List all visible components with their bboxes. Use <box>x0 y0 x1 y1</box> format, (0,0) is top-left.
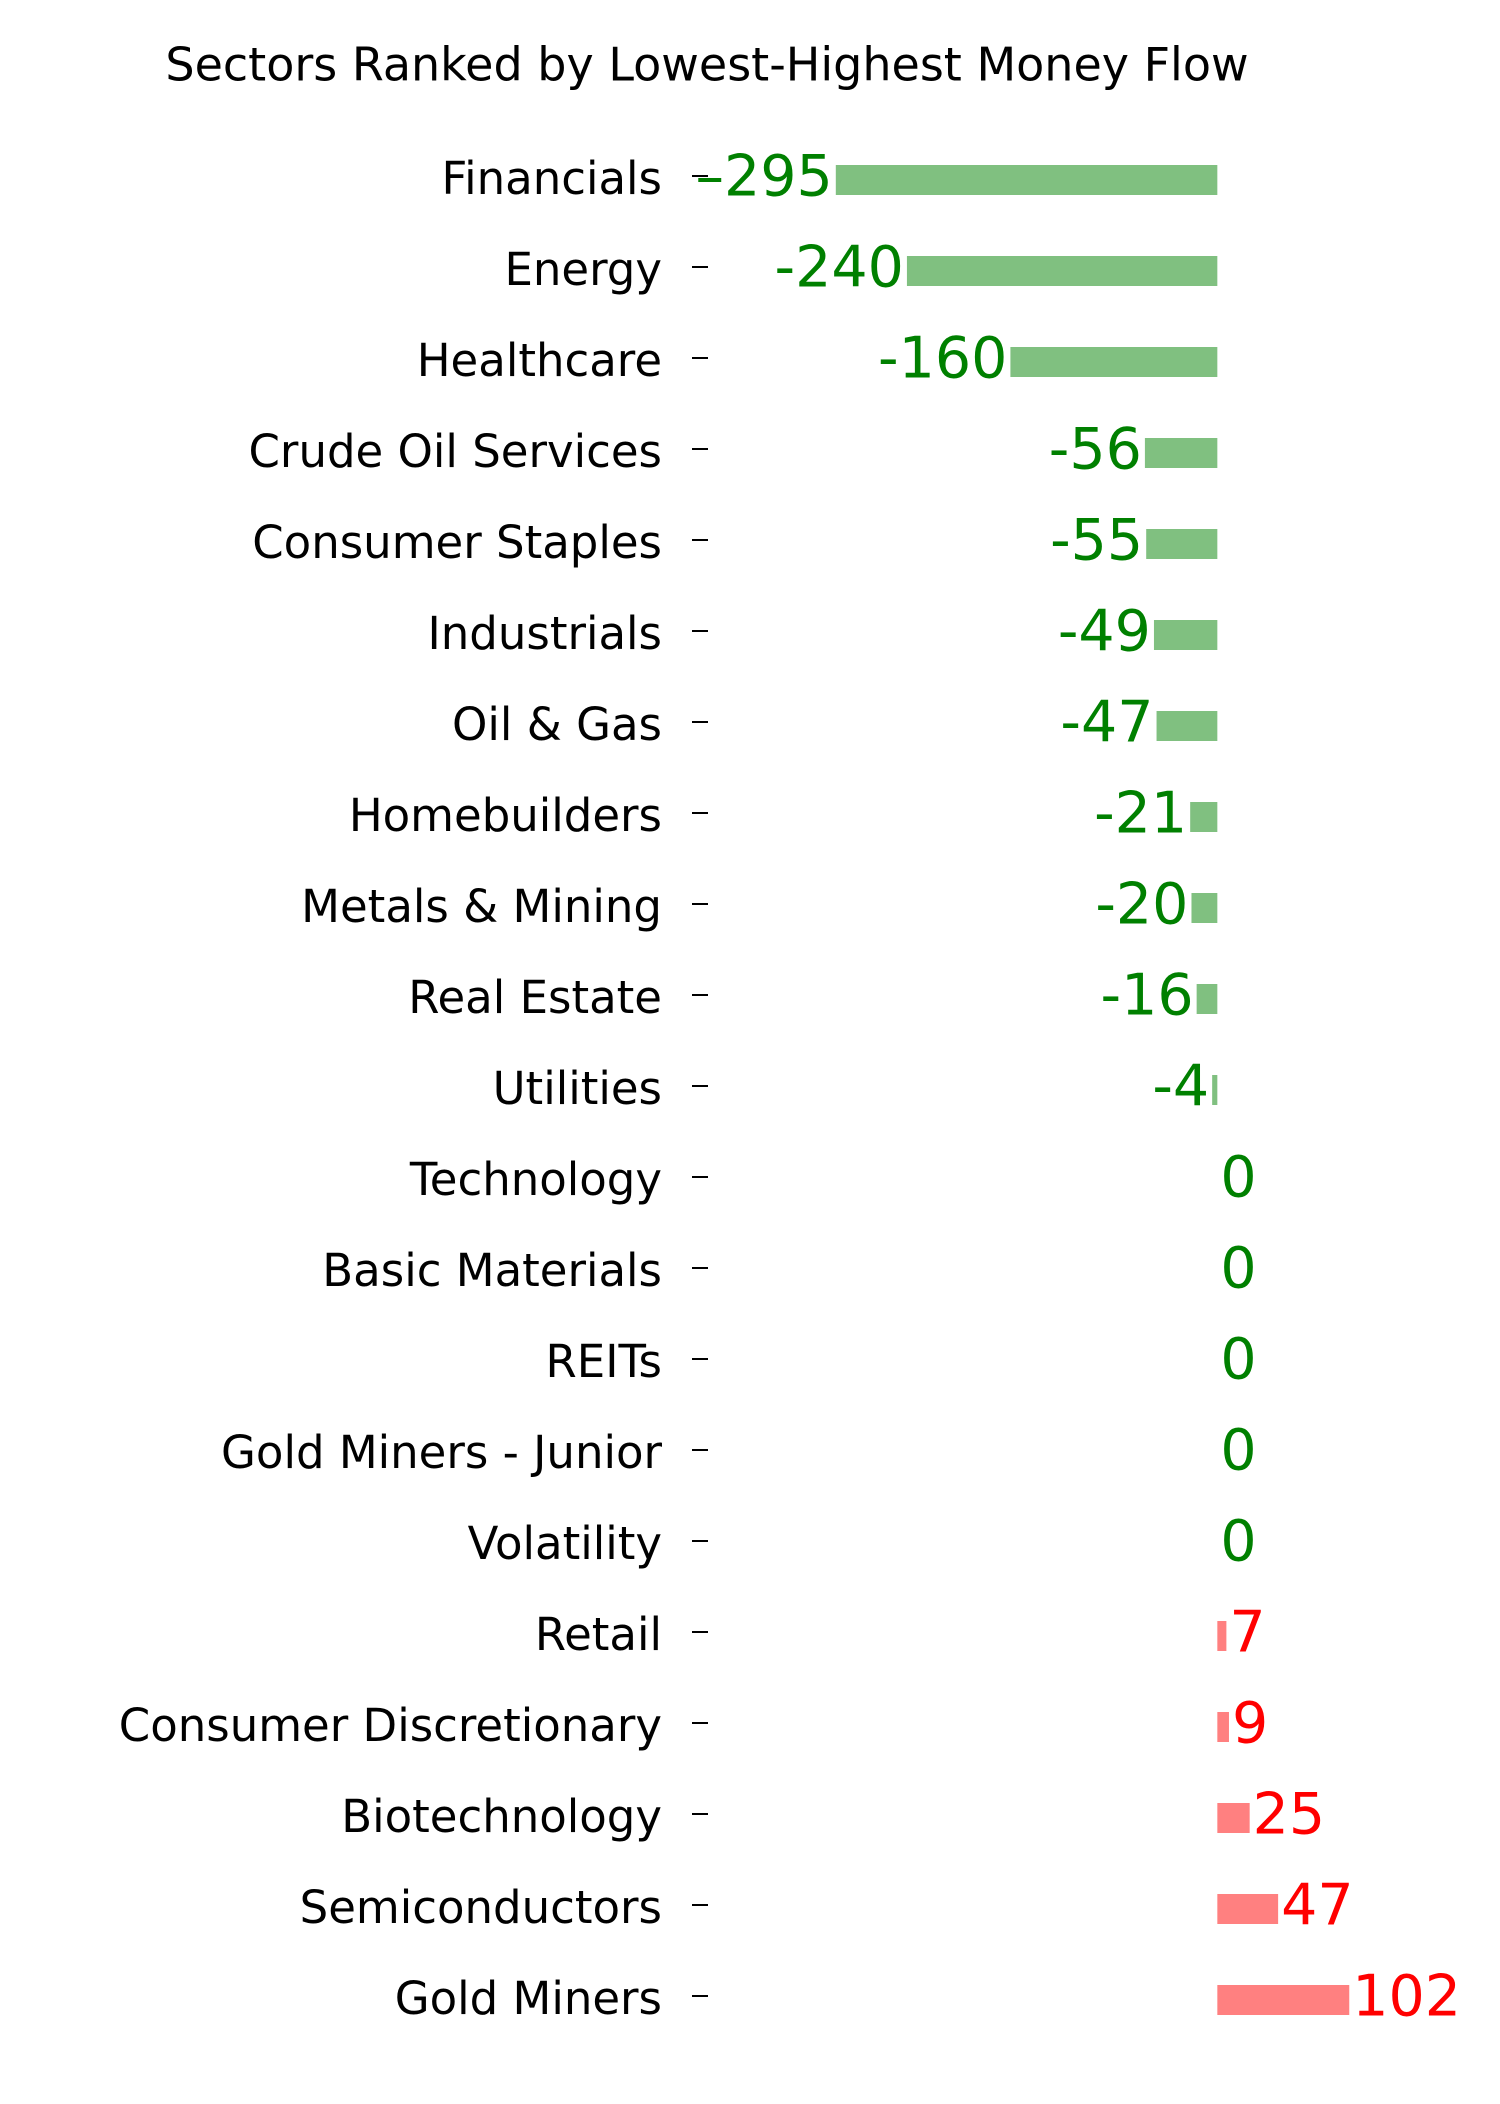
category-label: Financials <box>442 152 663 205</box>
category-label: Utilities <box>493 1062 662 1115</box>
bar <box>1156 711 1218 741</box>
value-label: -160 <box>878 326 1007 392</box>
bar <box>1217 1985 1350 2015</box>
category-label: Semiconductors <box>300 1881 662 1934</box>
value-label: -240 <box>775 235 904 301</box>
value-label: -16 <box>1101 963 1194 1029</box>
value-label: 102 <box>1352 1964 1461 2030</box>
value-label: 47 <box>1281 1873 1354 1939</box>
category-label: Homebuilders <box>349 789 662 842</box>
bar <box>1153 620 1218 650</box>
category-label: Healthcare <box>417 334 662 387</box>
value-label: 9 <box>1232 1691 1268 1757</box>
bar <box>906 256 1218 286</box>
category-label: Energy <box>504 243 662 296</box>
category-label: Technology <box>409 1153 662 1206</box>
value-label: -4 <box>1152 1054 1209 1120</box>
bar <box>1146 529 1218 559</box>
category-label: Volatility <box>468 1517 662 1570</box>
category-label: Industrials <box>428 607 663 660</box>
category-label: Consumer Discretionary <box>119 1699 662 1752</box>
bar <box>1191 893 1218 923</box>
category-label: Retail <box>535 1608 662 1661</box>
bar <box>1212 1075 1218 1105</box>
bar <box>1144 438 1218 468</box>
category-label: Gold Miners - Junior <box>221 1426 662 1479</box>
category-label: Metals & Mining <box>301 880 662 933</box>
value-label: –295 <box>696 144 833 210</box>
value-label: 0 <box>1220 1418 1256 1484</box>
bar <box>1217 1894 1279 1924</box>
category-label: Consumer Staples <box>252 516 662 569</box>
category-label: Crude Oil Services <box>249 425 662 478</box>
bar <box>1190 802 1218 832</box>
value-label: -56 <box>1049 417 1142 483</box>
chart-title: Sectors Ranked by Lowest-Highest Money F… <box>165 38 1248 92</box>
value-label: -47 <box>1060 690 1153 756</box>
value-label: 7 <box>1229 1600 1265 1666</box>
bar <box>1217 1803 1250 1833</box>
category-label: Biotechnology <box>341 1790 662 1843</box>
bar <box>1196 984 1218 1014</box>
category-label: Real Estate <box>408 971 662 1024</box>
category-label: REITs <box>546 1335 662 1388</box>
category-label: Basic Materials <box>322 1244 662 1297</box>
category-label: Gold Miners <box>395 1972 662 2025</box>
bar <box>1010 347 1218 377</box>
category-label: Oil & Gas <box>452 698 662 751</box>
value-label: -55 <box>1050 508 1143 574</box>
value-label: -20 <box>1095 872 1188 938</box>
value-label: -21 <box>1094 781 1187 847</box>
bar <box>835 165 1218 195</box>
value-label: 0 <box>1220 1236 1256 1302</box>
value-label: 0 <box>1220 1145 1256 1211</box>
value-label: 25 <box>1253 1782 1326 1848</box>
value-label: 0 <box>1220 1327 1256 1393</box>
value-label: -49 <box>1058 599 1151 665</box>
bar <box>1217 1712 1229 1742</box>
bar <box>1217 1621 1227 1651</box>
value-label: 0 <box>1220 1509 1256 1575</box>
